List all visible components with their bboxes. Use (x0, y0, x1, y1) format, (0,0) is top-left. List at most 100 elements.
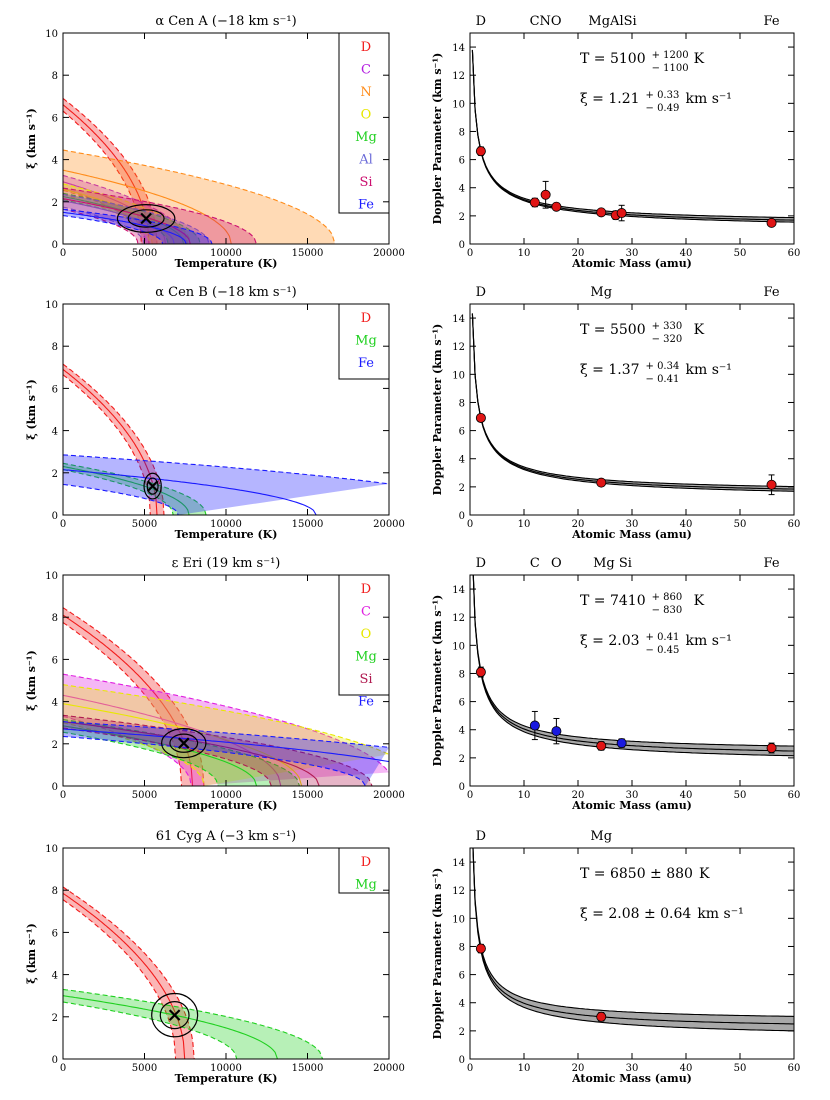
curve-lower-n (63, 189, 153, 244)
curve-fe (63, 469, 317, 515)
curve-o (63, 703, 303, 786)
legend-entry-fe: Fe (358, 198, 374, 213)
model-band (472, 313, 794, 492)
model-upper-curve (471, 49, 794, 219)
x-tick-label: 20 (572, 248, 585, 259)
y-tick-label: 8 (459, 942, 465, 953)
y-tick-label: 6 (52, 113, 58, 124)
top-element-label: D (476, 14, 486, 29)
x-tick-label: 15000 (292, 519, 324, 530)
model-curve (471, 50, 794, 221)
data-point (529, 720, 540, 731)
x-axis-label: Atomic Mass (amu) (571, 528, 692, 541)
plot-area-1 (63, 97, 336, 244)
data-point (475, 943, 486, 954)
annotation-temperature-lower: − 1100 (652, 63, 689, 74)
y-tick-label: 10 (45, 29, 58, 40)
x-tick-label: 0 (60, 248, 66, 259)
curve-upper-si (63, 187, 257, 244)
top-element-label: D (476, 829, 486, 844)
y-tick-label: 4 (52, 971, 58, 982)
x-tick-label: 15000 (292, 790, 324, 801)
annotation-temperature: T = 7410 (580, 593, 646, 609)
x-tick-label: 10 (518, 1063, 531, 1074)
curve-upper-o (63, 684, 389, 755)
curve-d (63, 892, 186, 1059)
curve-upper-mg (63, 718, 301, 786)
y-tick-label: 14 (452, 43, 465, 54)
x-tick-label: 10000 (210, 790, 242, 801)
annotation-xi: ξ = 2.03 (580, 633, 640, 649)
annotation-temperature: T = 6850 ± 880 (580, 866, 693, 882)
x-tick-label: 0 (60, 790, 66, 801)
data-point (475, 667, 486, 678)
x-tick-label: 20 (572, 1063, 585, 1074)
y-tick-label: 6 (459, 698, 465, 709)
y-tick-label: 12 (452, 886, 465, 897)
top-element-label: MgAlSi (588, 14, 636, 29)
band-d (63, 607, 204, 786)
y-tick-label: 2 (52, 198, 58, 209)
x-axis-label: Temperature (K) (175, 799, 278, 812)
y-tick-label: 12 (452, 71, 465, 82)
curve-lower-fe (63, 214, 164, 244)
legend-entry-n: N (360, 85, 371, 100)
legend-entry-si: Si (359, 672, 372, 687)
y-axis-label: ξ (km s⁻¹) (25, 923, 38, 984)
plot-area-2 (63, 363, 389, 515)
curve-c (63, 694, 282, 786)
model-lower-curve (471, 313, 794, 492)
legend-entry-mg: Mg (355, 878, 377, 893)
y-tick-label: 6 (459, 971, 465, 982)
x-tick-label: 20000 (373, 1063, 405, 1074)
y-tick-label: 14 (452, 585, 465, 596)
annotation-xi: ξ = 2.08 ± 0.64 (580, 906, 691, 922)
x-axis-label: Temperature (K) (175, 1072, 278, 1085)
x-tick-label: 20000 (373, 248, 405, 259)
legend-box (338, 574, 390, 696)
x-axis-label: Atomic Mass (amu) (571, 1072, 692, 1085)
y-tick-label: 10 (45, 844, 58, 855)
best-fit-marker (146, 480, 159, 492)
y-axis-label: ξ (km s⁻¹) (25, 108, 38, 169)
curve-upper-o (63, 183, 191, 244)
model-lower-curve (471, 50, 794, 223)
model-lower-curve (472, 575, 794, 757)
panel-title: α Cen A (−18 km s⁻¹) (155, 14, 296, 29)
annotation-temperature-unit: K (699, 866, 710, 882)
annotation-temperature-unit: K (694, 593, 705, 609)
curve-upper-fe (63, 721, 389, 748)
y-tick-label: 14 (452, 858, 465, 869)
legend-entry-o: O (361, 627, 372, 642)
x-tick-label: 30 (626, 248, 639, 259)
band-d (63, 887, 195, 1059)
x-tick-label: 5000 (132, 790, 157, 801)
confidence-ellipse-1sigma (159, 1001, 190, 1030)
x-tick-label: 10000 (210, 248, 242, 259)
band-mg (63, 463, 207, 515)
annotation-temperature-lower: − 830 (652, 605, 683, 616)
x-tick-label: 50 (734, 519, 747, 530)
x-tick-label: 0 (467, 790, 473, 801)
curve-upper-al (63, 193, 210, 244)
top-element-label: D (476, 285, 486, 300)
data-point (596, 1011, 607, 1022)
y-tick-label: 4 (459, 999, 465, 1010)
x-tick-label: 60 (788, 790, 801, 801)
y-tick-label: 10 (452, 99, 465, 110)
plot-area-3 (63, 607, 389, 786)
x-tick-label: 5000 (132, 1063, 157, 1074)
y-tick-label: 8 (52, 886, 58, 897)
legend-entry-d: D (361, 40, 371, 55)
band-c (63, 674, 389, 786)
y-tick-label: 4 (52, 427, 58, 438)
y-axis-label: Doppler Parameter (km s⁻¹) (431, 324, 444, 496)
y-axis-label: Doppler Parameter (km s⁻¹) (431, 868, 444, 1040)
plot-area-right-1 (471, 49, 794, 228)
curve-upper-d (63, 97, 158, 244)
top-element-label: Fe (764, 285, 780, 300)
x-tick-label: 20000 (373, 519, 405, 530)
legend-entry-d: D (361, 855, 371, 870)
curve-d (63, 368, 158, 515)
